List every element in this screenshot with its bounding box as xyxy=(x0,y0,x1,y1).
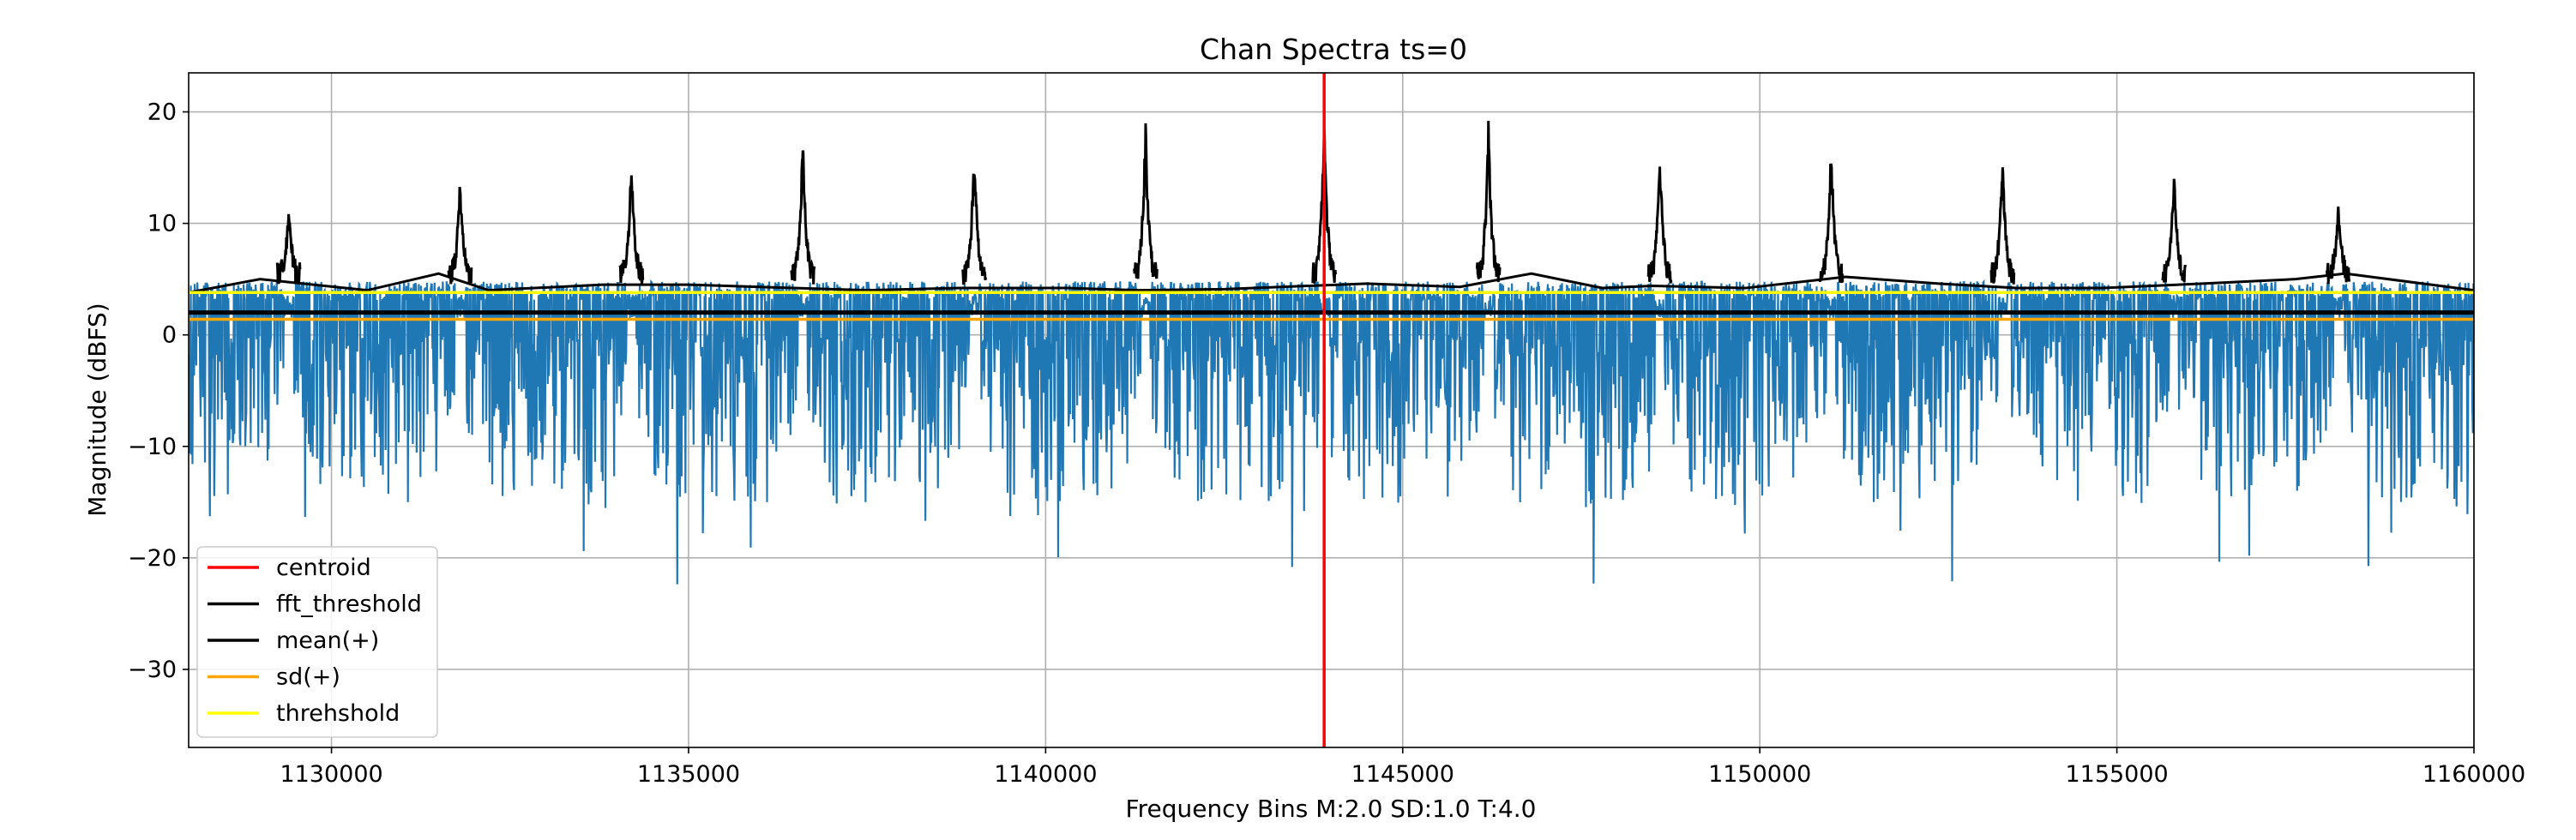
fft-threshold-peak xyxy=(2161,178,2188,283)
fft-threshold-peak xyxy=(1989,167,2016,285)
fft-threshold-line xyxy=(189,272,2474,294)
fft-threshold-peak xyxy=(618,175,645,285)
fft-threshold-peak xyxy=(447,186,473,285)
x-tick-label: 1140000 xyxy=(994,761,1097,788)
legend-box xyxy=(196,546,438,738)
legend-label: threhshold xyxy=(276,700,400,727)
x-tick-label: 1155000 xyxy=(2065,761,2168,788)
spectrum-trace xyxy=(189,279,2474,585)
chart-title: Chan Spectra ts=0 xyxy=(1200,33,1467,66)
legend-label: mean(+) xyxy=(276,627,379,654)
fft-threshold-peak xyxy=(275,213,302,285)
fft-threshold-peak xyxy=(1646,166,1673,284)
fft-threshold-peak xyxy=(2325,206,2351,285)
x-axis-title: Frequency Bins M:2.0 SD:1.0 T:4.0 xyxy=(1126,795,1537,823)
plot-content xyxy=(189,73,2474,747)
legend: centroid fft_threshold mean(+) sd(+) threhsh… xyxy=(196,546,438,738)
fft-threshold-peak xyxy=(1475,120,1502,283)
axis-ticks: 1130000 1135000 1140000 1145000 1150000 11550… xyxy=(128,99,2525,788)
y-axis-title: Magnitude (dBFS) xyxy=(83,303,111,516)
y-tick-label: 20 xyxy=(147,99,177,126)
fft-threshold-peak xyxy=(1818,163,1845,284)
legend-label: fft_threshold xyxy=(276,591,422,618)
y-tick-label: −20 xyxy=(128,545,177,572)
legend-label: sd(+) xyxy=(276,664,340,691)
y-tick-label: −30 xyxy=(128,657,177,683)
fft-threshold-peak xyxy=(961,173,987,285)
y-tick-label: 10 xyxy=(147,211,177,237)
x-tick-label: 1135000 xyxy=(637,761,740,788)
fft-threshold-peak xyxy=(1133,123,1159,279)
x-tick-label: 1145000 xyxy=(1351,761,1454,788)
fft-threshold-peak xyxy=(790,150,816,285)
y-tick-label: 0 xyxy=(162,322,177,349)
x-tick-label: 1130000 xyxy=(280,761,382,788)
x-tick-label: 1150000 xyxy=(1708,761,1811,788)
legend-label: centroid xyxy=(276,555,371,581)
x-tick-label: 1160000 xyxy=(2423,761,2525,788)
plot-frame xyxy=(188,72,2475,748)
y-tick-label: −10 xyxy=(128,434,177,460)
